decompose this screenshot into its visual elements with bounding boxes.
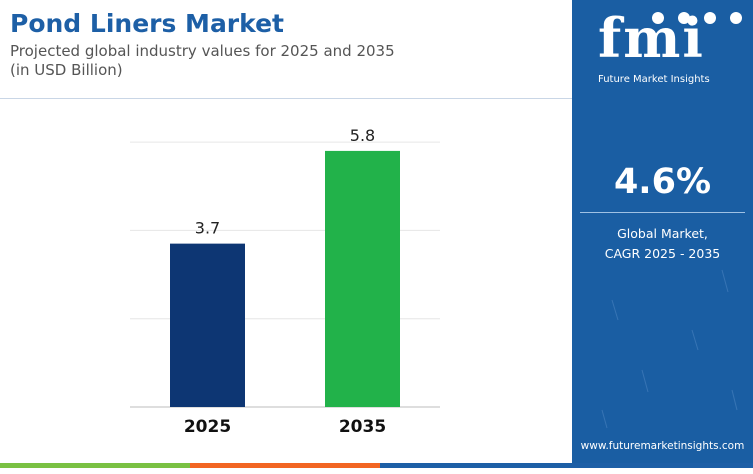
data-label-2025: 3.7 <box>195 219 220 238</box>
footer-color-strip <box>0 463 753 474</box>
website-link[interactable]: www.futuremarketinsights.com <box>580 440 745 452</box>
cagr-label: Global Market, CAGR 2025 - 2035 <box>572 224 753 264</box>
cagr-value: 4.6% <box>613 162 712 202</box>
header: Pond Liners Market Projected global indu… <box>10 8 570 80</box>
footer-segment-orange <box>190 463 380 468</box>
x-tick-label-2025: 2025 <box>184 417 231 437</box>
subtitle: Projected global industry values for 202… <box>10 42 570 80</box>
logo-caption: Future Market Insights <box>598 74 710 85</box>
cagr-label-line-2: CAGR 2025 - 2035 <box>604 246 721 261</box>
logo-icons <box>652 12 742 24</box>
fmi-logo: fmi Future Market Insights <box>598 6 742 86</box>
panel-texture <box>601 269 738 429</box>
cagr-label-line-1: Global Market, <box>617 226 708 241</box>
cagr-divider <box>580 212 745 213</box>
side-panel: fmi Future Market Insights 4.6% Global <box>572 0 753 463</box>
data-label-2035: 5.8 <box>350 126 375 145</box>
header-divider <box>0 98 572 99</box>
bar-chart: 3.7 2025 5.8 2035 <box>130 126 440 437</box>
subtitle-line-1: Projected global industry values for 202… <box>10 42 395 60</box>
subtitle-line-2: (in USD Billion) <box>10 61 123 79</box>
x-tick-label-2035: 2035 <box>339 417 386 437</box>
footer-segment-blue <box>380 463 753 468</box>
page-title: Pond Liners Market <box>10 9 284 38</box>
bar-2035 <box>325 150 400 407</box>
bar-2025 <box>170 243 245 407</box>
footer-segment-green <box>0 463 190 468</box>
